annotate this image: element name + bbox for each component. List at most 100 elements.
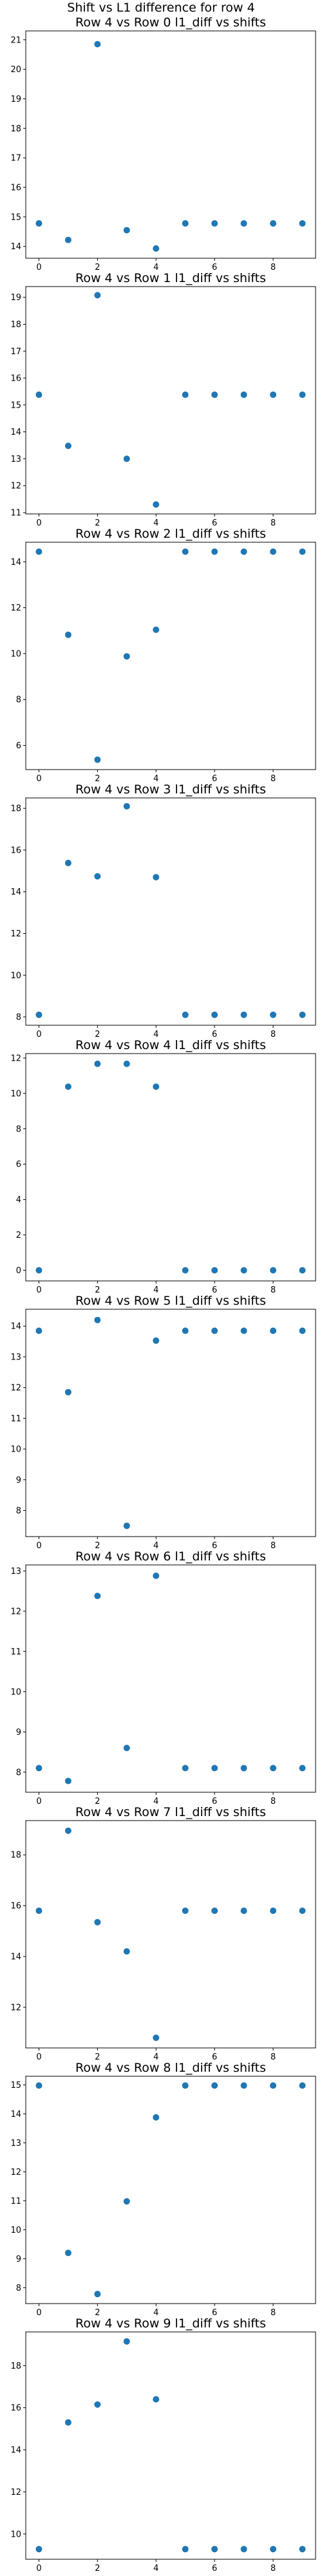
x-tick-label: 2 xyxy=(95,263,100,272)
data-point xyxy=(35,1327,43,1334)
data-point xyxy=(299,1011,306,1018)
x-tick-label: 0 xyxy=(36,518,41,528)
data-point xyxy=(94,1918,101,1926)
data-point xyxy=(182,1908,189,1915)
x-tick-label: 4 xyxy=(153,2052,158,2062)
axes-frame xyxy=(25,1820,316,2049)
data-point xyxy=(153,245,160,252)
y-tick-label: 17 xyxy=(10,154,21,164)
data-point xyxy=(123,802,130,810)
y-tick-label: 14 xyxy=(10,1322,21,1332)
x-tick-label: 8 xyxy=(270,2308,276,2318)
data-point xyxy=(240,391,247,398)
data-point xyxy=(270,2546,277,2553)
x-tick-label: 0 xyxy=(36,1541,41,1551)
x-tick-label: 8 xyxy=(270,2052,276,2062)
y-tick-label: 8 xyxy=(16,2284,21,2293)
subplot-3: Row 4 vs Row 3 l1_diff vs shifts 0 2 4 6 8 8 10… xyxy=(10,782,316,1039)
x-tick-label: 6 xyxy=(212,2052,217,2062)
y-tick-label: 10 xyxy=(10,1687,21,1697)
data-point xyxy=(211,391,218,398)
data-point xyxy=(299,2546,306,2553)
y-tick-label: 18 xyxy=(10,804,21,814)
axes-frame xyxy=(25,2076,316,2304)
x-tick-label: 6 xyxy=(212,263,217,272)
data-point xyxy=(123,1745,130,1752)
subplot-title-4: Row 4 vs Row 4 l1_diff vs shifts xyxy=(75,1038,266,1052)
subplot-title-9: Row 4 vs Row 9 l1_diff vs shifts xyxy=(75,2316,266,2331)
x-tick-label: 0 xyxy=(36,2308,41,2318)
data-point xyxy=(123,455,130,462)
axes-frame xyxy=(25,542,316,770)
data-point xyxy=(211,2082,218,2089)
y-tick-label: 14 xyxy=(10,242,21,252)
data-point xyxy=(35,1908,43,1915)
x-tick-label: 6 xyxy=(212,774,217,784)
data-point xyxy=(270,220,277,227)
data-point xyxy=(64,860,71,867)
y-tick-label: 18 xyxy=(10,320,21,330)
y-tick-label: 10 xyxy=(10,2226,21,2235)
axes-frame xyxy=(25,1309,316,1537)
x-tick-label: 0 xyxy=(36,2052,41,2062)
y-tick-label: 16 xyxy=(10,846,21,855)
y-tick-label: 13 xyxy=(10,455,21,464)
y-tick-label: 16 xyxy=(10,183,21,193)
x-tick-label: 8 xyxy=(270,1797,276,1806)
y-tick-label: 10 xyxy=(10,2530,21,2539)
y-tick-label: 8 xyxy=(16,1506,21,1516)
axes-frame xyxy=(25,797,316,1026)
x-tick-label: 6 xyxy=(212,1285,217,1295)
y-tick-label: 12 xyxy=(10,603,21,613)
data-point xyxy=(64,2249,71,2257)
data-point xyxy=(211,1267,218,1274)
subplot-4: Row 4 vs Row 4 l1_diff vs shifts 0 2 4 6 8 0 2 4… xyxy=(10,1038,316,1295)
data-point xyxy=(153,626,160,633)
data-point xyxy=(35,2082,43,2089)
data-point xyxy=(35,391,43,398)
data-point xyxy=(182,1267,189,1274)
data-point xyxy=(182,2082,189,2089)
data-point xyxy=(35,1011,43,1018)
y-tick-label: 18 xyxy=(10,124,21,134)
data-point xyxy=(240,1327,247,1334)
data-point xyxy=(35,1267,43,1274)
data-point xyxy=(270,1765,277,1772)
x-tick-label: 2 xyxy=(95,2564,100,2573)
x-tick-label: 6 xyxy=(212,1030,217,1039)
y-tick-label: 18 xyxy=(10,2362,21,2371)
x-tick-label: 6 xyxy=(212,2564,217,2573)
y-tick-label: 12 xyxy=(10,929,21,939)
data-point xyxy=(94,873,101,880)
data-point xyxy=(123,227,130,234)
data-point xyxy=(240,1908,247,1915)
x-tick-label: 4 xyxy=(153,263,158,272)
y-tick-label: 12 xyxy=(10,2488,21,2497)
x-tick-label: 2 xyxy=(95,518,100,528)
x-tick-label: 8 xyxy=(270,263,276,272)
data-point xyxy=(153,1337,160,1344)
subplot-8: Row 4 vs Row 8 l1_diff vs shifts 0 2 4 6 8 8 9 1… xyxy=(10,2061,316,2318)
x-tick-label: 2 xyxy=(95,1285,100,1295)
x-tick-label: 0 xyxy=(36,774,41,784)
y-tick-label: 9 xyxy=(16,1475,21,1485)
y-tick-label: 20 xyxy=(10,65,21,75)
x-tick-label: 4 xyxy=(153,774,158,784)
x-tick-label: 4 xyxy=(153,1541,158,1551)
y-tick-label: 12 xyxy=(10,2003,21,2012)
x-tick-label: 0 xyxy=(36,263,41,272)
y-tick-label: 11 xyxy=(10,2197,21,2206)
data-point xyxy=(270,1908,277,1915)
data-point xyxy=(35,1765,43,1772)
data-point xyxy=(123,1060,130,1067)
y-tick-label: 8 xyxy=(16,1013,21,1023)
x-tick-label: 8 xyxy=(270,518,276,528)
data-point xyxy=(64,1777,71,1785)
x-tick-label: 6 xyxy=(212,2308,217,2318)
y-tick-label: 12 xyxy=(10,1054,21,1063)
x-tick-label: 8 xyxy=(270,2564,276,2573)
axes-frame xyxy=(25,1564,316,1793)
data-point xyxy=(153,1572,160,1579)
data-point xyxy=(94,1060,101,1067)
